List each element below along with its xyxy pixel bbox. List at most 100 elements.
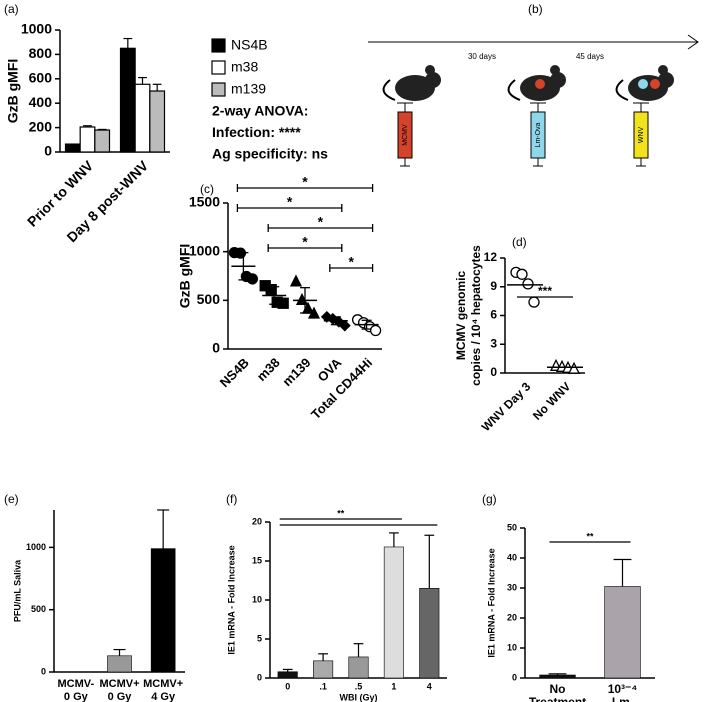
y-tick-label: 800 [29,45,53,61]
significance-label: * [287,194,293,210]
y-tick-label: 10 [252,594,262,604]
point [567,361,581,374]
x-tick-label: MCMV+ [99,678,139,690]
y-tick-label: 600 [29,70,53,86]
bar [419,587,440,679]
point [528,296,540,308]
bar [149,90,166,153]
y-tick-label: 6 [490,308,497,322]
x-tick-label: Lm. [612,695,633,702]
x-axis-label: WBI (Gy) [340,692,378,702]
y-tick-label: 500 [197,291,221,307]
point [289,274,303,287]
significance-label: ** [337,508,345,518]
significance-label: *** [538,284,552,298]
y-tick-label: 30 [507,582,517,592]
point [369,324,382,337]
bar [277,671,298,679]
y-tick-label: 3 [490,336,497,350]
x-tick-label: .1 [319,681,327,691]
legend-swatch [211,60,226,75]
x-tick-label: 4 [427,681,432,691]
y-tick-label: 500 [31,604,46,614]
timeline-label: 30 days [468,52,496,61]
y-tick-label: 1000 [189,242,220,258]
x-tick-label: WNV Day 3 [479,379,534,434]
significance-label: ** [586,531,594,541]
bar [79,126,96,153]
syringe-label: WNV [638,127,645,144]
legend-label: m38 [231,59,258,75]
y-tick-label: 20 [507,612,517,622]
bar [383,546,404,679]
panel-label: (c) [200,182,214,196]
bar [150,548,176,673]
point [307,306,321,319]
x-tick-label: m38 [254,355,283,384]
bar [313,660,334,679]
significance-label: * [318,214,324,230]
point [522,278,534,290]
legend-swatch [211,82,226,97]
y-tick-label: 12 [484,250,498,264]
point [277,297,289,309]
x-tick-label: m139 [279,355,313,389]
y-axis-label: IE1 mRNA - Fold Increase [486,548,496,657]
timeline-label: 45 days [576,52,604,61]
y-tick-label: 15 [252,555,262,565]
syringe: Lm-Ova [530,102,546,167]
y-tick-label: 0 [41,666,46,676]
bar [539,674,576,679]
mouse [615,65,674,101]
y-tick-label: 1500 [189,194,220,210]
bar [94,129,111,153]
significance-label: * [302,234,308,250]
y-tick-label: 400 [29,94,53,110]
y-axis-label: GzB gMFI [177,244,193,309]
y-tick-label: 10 [507,642,517,652]
syringe-label: MCMV [402,124,409,146]
x-tick-label: 1 [391,681,396,691]
x-tick-label: No [550,682,566,696]
significance-label: * [348,254,354,270]
panel-label: (d) [512,235,527,249]
mouse [507,65,566,101]
x-tick-label: MCMV- [57,678,94,690]
x-tick-label: NS4B [217,355,252,390]
annotation: 2-way ANOVA: [212,103,308,119]
y-axis-label: copies / 10⁴ hepatocytes [469,245,483,386]
significance-label: * [302,174,308,190]
syringe: WNV [633,102,649,167]
point [265,283,277,296]
y-tick-label: 1000 [21,21,52,37]
bar [119,47,136,153]
annotation: Ag specificity: ns [212,146,328,162]
x-tick-label: No WNV [530,379,573,422]
y-axis-label: PFU/mL Saliva [12,559,22,622]
bar [64,143,81,153]
x-tick-label: Treatment [529,695,586,702]
syringe-label: Lm-Ova [535,122,542,147]
x-tick-label: 0 [285,681,290,691]
x-tick-label: .5 [355,681,363,691]
point [246,273,259,285]
legend-label: m139 [231,81,266,97]
x-tick-label: 0 Gy [108,691,133,702]
x-tick-label: 10³⁻⁴ [608,682,638,696]
point [516,268,528,280]
syringe: MCMV [397,102,413,167]
y-tick-label: 0 [212,340,220,356]
x-tick-label: 4 Gy [151,691,176,702]
x-tick-label: MCMV+ [143,678,183,690]
panel-label: (e) [4,492,19,506]
y-axis-label: IE1 mRNA - Fold Increase [226,545,236,654]
panel-label: (b) [528,2,543,16]
point [338,319,351,332]
y-tick-label: 40 [507,552,517,562]
y-tick-label: 0 [490,365,497,379]
panel-label: (a) [4,2,19,16]
y-tick-label: 0 [257,672,262,682]
y-tick-label: 200 [29,118,53,134]
bar [107,655,132,673]
